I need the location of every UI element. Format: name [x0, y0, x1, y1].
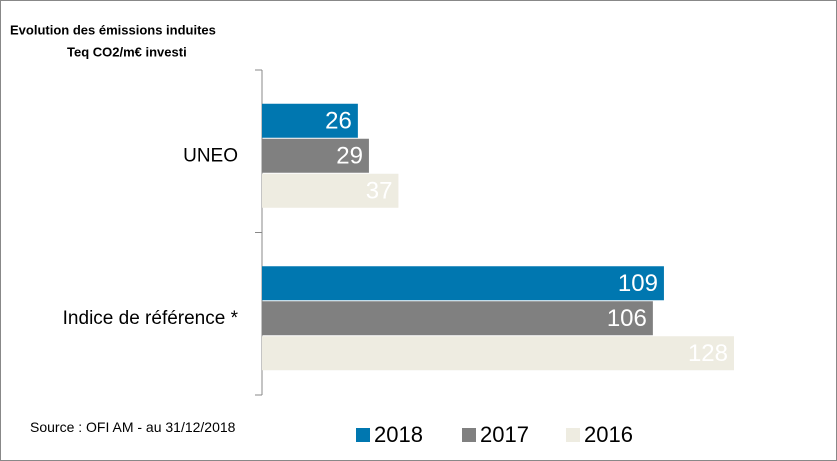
value-label: 37: [366, 178, 393, 205]
value-label: 106: [607, 305, 647, 332]
value-label: 29: [336, 143, 363, 170]
legend-swatch: [462, 428, 476, 442]
chart-subtitle: Teq CO2/m€ investi: [67, 44, 187, 59]
legend-label: 2016: [584, 422, 633, 447]
value-label: 26: [325, 108, 352, 135]
value-label: 128: [688, 340, 728, 367]
bar: [262, 336, 734, 371]
category-label: Indice de référence *: [63, 308, 239, 329]
bar: [262, 173, 399, 208]
legend-swatch: [566, 428, 580, 442]
legend-swatch: [356, 428, 370, 442]
bar: [262, 266, 664, 301]
category-label: UNEO: [183, 145, 238, 166]
value-label: 109: [618, 270, 658, 297]
bar: [262, 301, 653, 336]
legend-label: 2017: [480, 422, 529, 447]
chart-title: Evolution des émissions induites: [10, 22, 216, 37]
source-note: Source : OFI AM - au 31/12/2018: [30, 419, 236, 435]
bar: [262, 103, 358, 138]
legend-label: 2018: [374, 422, 423, 447]
bar: [262, 138, 369, 173]
